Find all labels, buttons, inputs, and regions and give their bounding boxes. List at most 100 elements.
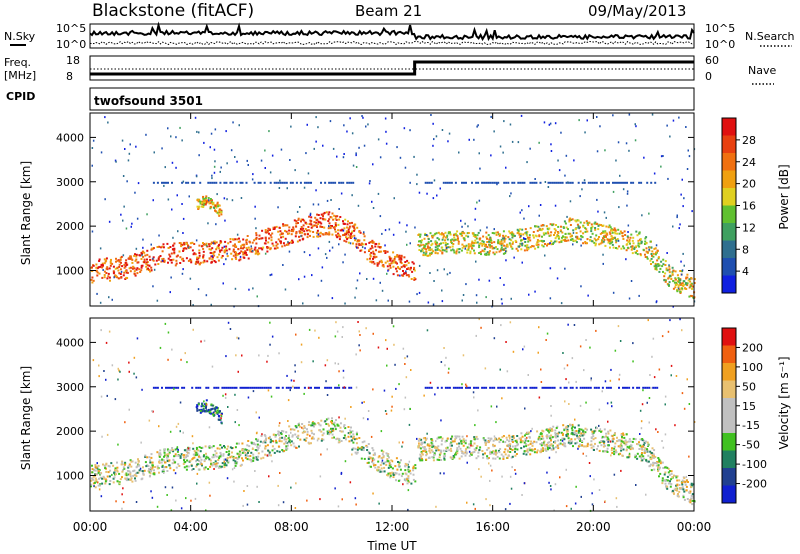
scatter-point: [340, 181, 343, 184]
scatter-point: [400, 266, 403, 269]
scatter-point: [151, 464, 154, 467]
scatter-point: [371, 459, 374, 462]
noise-tick-left-top: 10^5: [56, 22, 86, 35]
scatter-point: [298, 422, 300, 425]
scatter-point: [425, 458, 428, 461]
scatter-point: [611, 435, 614, 438]
scatter-point: [273, 451, 276, 454]
scatter-point: [566, 433, 569, 435]
scatter-point: [201, 203, 204, 206]
scatter-point: [422, 437, 425, 440]
scatter-point: [556, 444, 559, 447]
scatter-point: [590, 226, 593, 229]
scatter-point: [685, 475, 687, 478]
scatter-point: [560, 239, 563, 242]
scatter-point: [426, 245, 429, 248]
scatter-point: [95, 479, 98, 481]
scatter-point: [329, 227, 332, 230]
scatter-point: [311, 436, 314, 439]
scatter-point: [404, 357, 406, 360]
scatter-point: [492, 443, 494, 446]
scatter-point: [475, 181, 478, 184]
scatter-point: [532, 448, 535, 451]
scatter-point: [613, 447, 616, 450]
scatter-point: [169, 255, 172, 258]
scatter-point: [278, 438, 281, 441]
scatter-point: [93, 481, 96, 484]
scatter-point: [467, 225, 469, 228]
scatter-point: [207, 468, 210, 470]
scatter-point: [204, 410, 207, 413]
scatter-point: [468, 138, 470, 141]
scatter-point: [217, 466, 220, 469]
scatter-point: [404, 462, 407, 465]
scatter-point: [678, 490, 681, 493]
scatter-point: [177, 463, 180, 466]
scatter-point: [541, 442, 544, 445]
scatter-point: [284, 229, 286, 232]
scatter-point: [264, 149, 266, 152]
scatter-point: [435, 135, 438, 138]
scatter-point: [212, 463, 215, 465]
scatter-point: [509, 451, 512, 453]
scatter-point: [205, 244, 208, 247]
scatter-point: [567, 437, 570, 440]
scatter-point: [648, 397, 651, 399]
scatter-point: [561, 236, 563, 239]
scatter-point: [219, 250, 222, 253]
scatter-point: [173, 455, 176, 458]
scatter-point: [203, 400, 205, 403]
scatter-point: [258, 354, 260, 357]
scatter-point: [602, 253, 604, 256]
scatter-point: [582, 432, 585, 435]
scatter-point: [234, 446, 237, 449]
scatter-point: [692, 495, 695, 497]
scatter-point: [537, 438, 540, 441]
scatter-point: [254, 205, 256, 208]
scatter-point: [419, 447, 422, 450]
scatter-point: [123, 263, 126, 266]
scatter-point: [443, 472, 445, 475]
scatter-point: [220, 415, 223, 418]
scatter-point: [514, 445, 517, 448]
scatter-point: [586, 443, 589, 446]
scatter-point: [266, 360, 268, 363]
scatter-point: [666, 475, 669, 478]
scatter-point: [691, 295, 694, 298]
scatter-point: [465, 386, 467, 389]
scatter-point: [484, 245, 487, 248]
scatter-point: [512, 350, 515, 353]
scatter-point: [232, 455, 235, 458]
scatter-point: [210, 132, 213, 135]
scatter-point: [125, 276, 128, 279]
scatter-point: [548, 123, 551, 126]
scatter-point: [344, 253, 346, 256]
scatter-point: [235, 254, 238, 257]
scatter-point: [132, 474, 135, 477]
scatter-point: [293, 445, 296, 448]
scatter-point: [146, 249, 149, 252]
scatter-point: [675, 476, 678, 479]
scatter-point: [254, 238, 257, 241]
scatter-point: [447, 232, 450, 235]
scatter-point: [540, 432, 543, 435]
scatter-point: [152, 386, 155, 389]
scatter-point: [622, 434, 625, 436]
scatter-point: [257, 455, 260, 458]
scatter-point: [324, 420, 327, 423]
scatter-point: [240, 463, 243, 466]
scatter-point: [116, 461, 118, 464]
scatter-point: [422, 243, 425, 246]
scatter-point: [539, 181, 542, 184]
scatter-point: [407, 261, 410, 264]
scatter-point: [202, 255, 205, 258]
scatter-point: [331, 225, 333, 227]
scatter-point: [471, 240, 474, 243]
scatter-point: [407, 477, 410, 480]
scatter-point: [471, 444, 474, 447]
scatter-point: [331, 422, 334, 425]
scatter-point: [642, 248, 645, 251]
scatter-point: [108, 296, 110, 299]
scatter-point: [444, 440, 447, 443]
scatter-point: [426, 234, 428, 236]
